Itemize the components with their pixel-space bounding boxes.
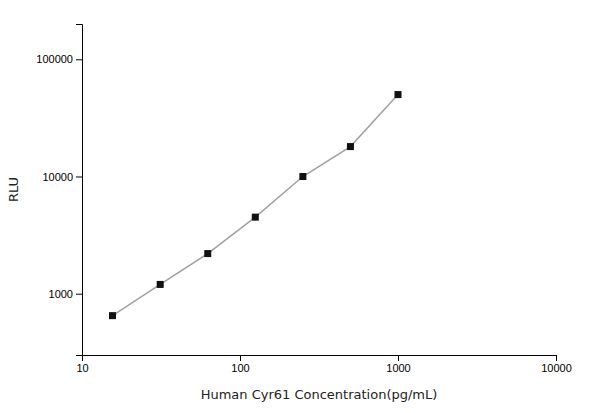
y-tick-mark [76, 294, 82, 295]
y-axis: 1000 10000 100000 [36, 25, 82, 356]
line [113, 95, 398, 316]
marks [109, 91, 401, 319]
point [204, 250, 211, 257]
x-tick-label: 1000 [386, 362, 410, 374]
point [347, 143, 354, 150]
x-tick-label: 10000 [541, 362, 572, 374]
x-axis-title: Human Cyr61 Concentration(pg/mL) [201, 387, 438, 402]
x-tick-mark [398, 355, 399, 361]
y-axis-line [76, 25, 83, 356]
x-axis: 10 100 1000 10000 [76, 355, 571, 374]
point [109, 312, 116, 319]
y-tick-label: 100000 [36, 53, 73, 65]
x-tick-label: 100 [231, 362, 249, 374]
point [252, 214, 259, 221]
x-axis-line [83, 356, 557, 362]
x-tick: 10000 [541, 355, 572, 374]
y-tick: 100000 [36, 53, 82, 65]
x-tick-mark [240, 355, 241, 361]
y-tick-label: 10000 [42, 171, 73, 183]
x-tick: 1000 [386, 355, 410, 374]
y-tick-mark [76, 176, 82, 177]
point [157, 281, 164, 288]
point [395, 91, 402, 98]
y-tick: 10000 [42, 171, 82, 183]
point [299, 173, 306, 180]
y-tick-label: 1000 [49, 288, 73, 300]
x-tick-mark [556, 355, 557, 361]
y-axis-title: RLU [6, 177, 21, 202]
x-tick: 100 [231, 355, 249, 374]
y-tick-mark [76, 59, 82, 60]
chart: 10 100 1000 10000 1000 10000 100000 Human Cyr61… [0, 0, 590, 413]
x-tick: 10 [76, 355, 88, 374]
plot-area: 10 100 1000 10000 1000 10000 100000 Human Cyr61… [6, 25, 572, 403]
x-tick-label: 10 [76, 362, 88, 374]
y-tick: 1000 [49, 288, 82, 300]
